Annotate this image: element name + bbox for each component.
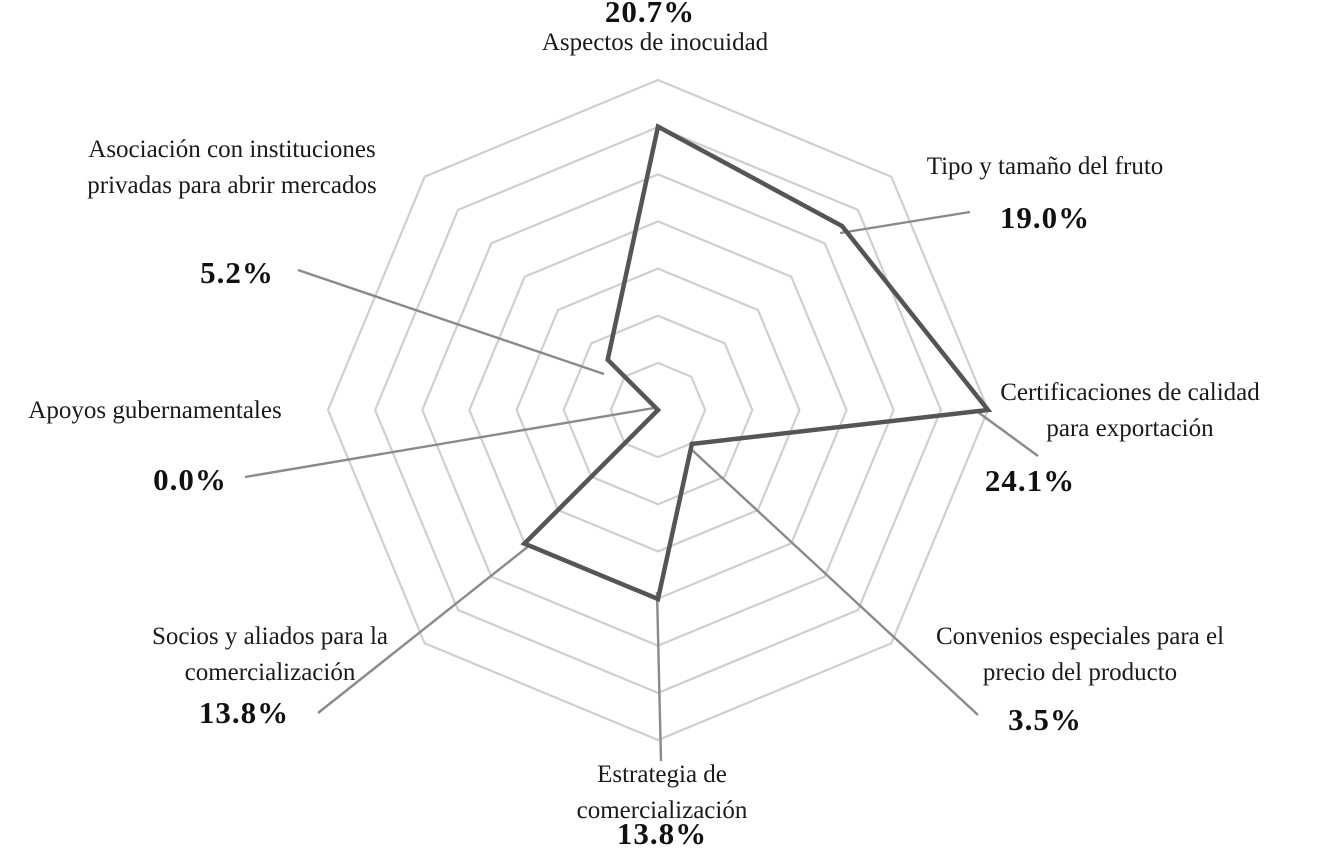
category-label-line: Apoyos gubernamentales <box>28 397 281 424</box>
leader-lines <box>244 210 1039 762</box>
category-label-line: Aspectos de inocuidad <box>542 29 769 56</box>
category-label-line: para exportación <box>1046 415 1214 442</box>
data-point <box>605 357 610 362</box>
data-point <box>655 407 661 413</box>
category-label-line: comercialización <box>185 659 356 686</box>
data-label: 3.5% <box>1008 702 1082 737</box>
category-label-line: Convenios especiales para el <box>936 623 1224 650</box>
grid-ring <box>515 267 801 553</box>
data-point <box>985 407 991 413</box>
grid-ring <box>609 361 707 459</box>
data-point <box>689 441 695 447</box>
category-label-line: Tipo y tamaño del fruto <box>927 153 1164 180</box>
data-point <box>522 541 527 546</box>
data-point <box>655 596 661 602</box>
leader-line <box>839 210 971 235</box>
category-label: Estrategia de comercialización <box>577 761 748 824</box>
category-label-line: Certificaciones de calidad <box>1000 379 1260 406</box>
data-label: 13.8% <box>199 695 289 730</box>
category-label: Aspectos de inocuidad <box>542 29 769 56</box>
data-label: 20.7% <box>605 0 695 29</box>
category-label: Asociación con instituciones privadas par… <box>87 136 376 199</box>
data-label: 13.8% <box>617 816 707 851</box>
leader-line <box>974 409 1039 457</box>
grid-ring <box>326 78 990 742</box>
data-label: 5.2% <box>200 255 274 290</box>
category-label: Apoyos gubernamentales <box>28 397 281 424</box>
data-point <box>655 124 661 129</box>
data-point <box>839 223 845 229</box>
category-label: Certificaciones de calidad para exportaci… <box>1000 379 1260 442</box>
data-label: 0.0% <box>153 462 227 497</box>
category-label-line: privadas para abrir mercados <box>87 172 376 199</box>
series-layer <box>520 123 993 603</box>
leader-line <box>655 591 663 762</box>
series-line <box>520 123 993 603</box>
leader-line <box>317 544 531 714</box>
leader-line <box>691 449 979 716</box>
leader-line <box>297 268 605 376</box>
category-label: Convenios especiales para el precio del p… <box>936 623 1224 686</box>
category-label-line: comercialización <box>577 797 748 824</box>
category-label-line: Estrategia de <box>597 761 727 788</box>
category-label: Tipo y tamaño del fruto <box>927 153 1164 180</box>
category-label: Socios y aliados para la comercialización <box>152 623 388 686</box>
data-label: 24.1% <box>985 463 1075 498</box>
category-label-line: precio del producto <box>983 659 1177 686</box>
category-label-line: Socios y aliados para la <box>152 623 388 650</box>
leader-line <box>244 406 655 479</box>
category-label-line: Asociación con instituciones <box>88 136 375 163</box>
grid-ring <box>373 125 943 695</box>
data-label: 19.0% <box>1000 200 1090 235</box>
